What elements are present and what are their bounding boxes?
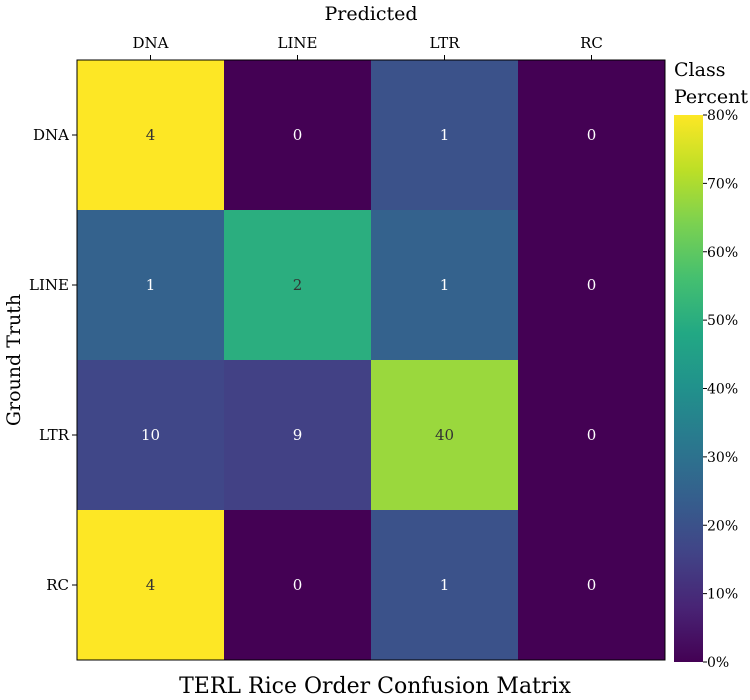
x-tick-label: LINE — [278, 34, 318, 52]
cell-value-label: 4 — [146, 126, 156, 144]
colorbar-tick-label: 0% — [707, 655, 729, 671]
cell-value-label: 10 — [141, 426, 160, 444]
heatmap-cell-rc-dna — [77, 510, 225, 661]
cell-value-label: 9 — [293, 426, 303, 444]
x-axis-title: Predicted — [324, 3, 417, 25]
heatmap-cell-dna-rc — [518, 60, 666, 211]
heatmap-cell-ltr-line — [224, 360, 372, 511]
colorbar-ticks: 0% 10% 20% 30% 40% 50% 60% 70% 80% — [703, 108, 738, 671]
colorbar-tick-label: 20% — [707, 518, 738, 534]
cell-value-label: 1 — [440, 126, 450, 144]
colorbar-label-line-1: Class — [674, 59, 725, 81]
heatmap-cell-dna-line — [224, 60, 372, 211]
cell-value-label: 40 — [435, 426, 454, 444]
y-tick-label: DNA — [33, 126, 69, 144]
cell-value-labels: 4 0 1 01 2 1 010 9 40 04 0 1 0 — [141, 126, 596, 594]
x-tick-label: DNA — [133, 34, 169, 52]
heatmap-cell-ltr-rc — [518, 360, 666, 511]
cell-value-label: 0 — [587, 276, 597, 294]
heatmap-cell-dna-ltr — [371, 60, 519, 211]
heatmap-cell-dna-dna — [77, 60, 225, 211]
heatmap-cell-rc-line — [224, 510, 372, 661]
cell-value-label: 2 — [293, 276, 303, 294]
x-axis-ticks: DNA LINE LTR RC — [133, 34, 603, 60]
heatmap-cells — [77, 60, 666, 661]
heatmap-cell-rc-rc — [518, 510, 666, 661]
cell-value-label: 1 — [440, 276, 450, 294]
cell-value-label: 1 — [440, 576, 450, 594]
heatmap-cell-line-rc — [518, 210, 666, 361]
cell-value-label: 0 — [293, 126, 303, 144]
colorbar-tick-label: 10% — [707, 587, 738, 603]
y-axis-ticks: DNA LINE LTR RC — [29, 126, 77, 594]
colorbar-tick-label: 80% — [707, 108, 738, 124]
y-axis-title: Ground Truth — [3, 294, 25, 426]
x-tick-label: RC — [580, 34, 603, 52]
heatmap-cell-line-dna — [77, 210, 225, 361]
colorbar-tick-label: 40% — [707, 382, 738, 398]
heatmap-cell-line-line — [224, 210, 372, 361]
colorbar-tick-label: 60% — [707, 245, 738, 261]
cell-value-label: 4 — [146, 576, 156, 594]
colorbar-label-line-2: Percent — [674, 86, 748, 108]
colorbar-tick-label: 30% — [707, 450, 738, 466]
x-tick-label: LTR — [429, 34, 460, 52]
colorbar-tick-label: 70% — [707, 176, 738, 192]
cell-value-label: 0 — [293, 576, 303, 594]
chart-title: TERL Rice Order Confusion Matrix — [179, 674, 571, 699]
y-tick-label: LTR — [39, 426, 70, 444]
cell-value-label: 0 — [587, 126, 597, 144]
colorbar — [674, 115, 703, 662]
y-tick-label: RC — [46, 576, 69, 594]
cell-value-label: 0 — [587, 576, 597, 594]
cell-value-label: 0 — [587, 426, 597, 444]
y-tick-label: LINE — [29, 276, 69, 294]
heatmap-cell-line-ltr — [371, 210, 519, 361]
colorbar-tick-label: 50% — [707, 313, 738, 329]
cell-value-label: 1 — [146, 276, 156, 294]
heatmap-cell-ltr-ltr — [371, 360, 519, 511]
plot-frame — [76, 59, 666, 661]
heatmap-cell-ltr-dna — [77, 360, 225, 511]
heatmap-cell-rc-ltr — [371, 510, 519, 661]
